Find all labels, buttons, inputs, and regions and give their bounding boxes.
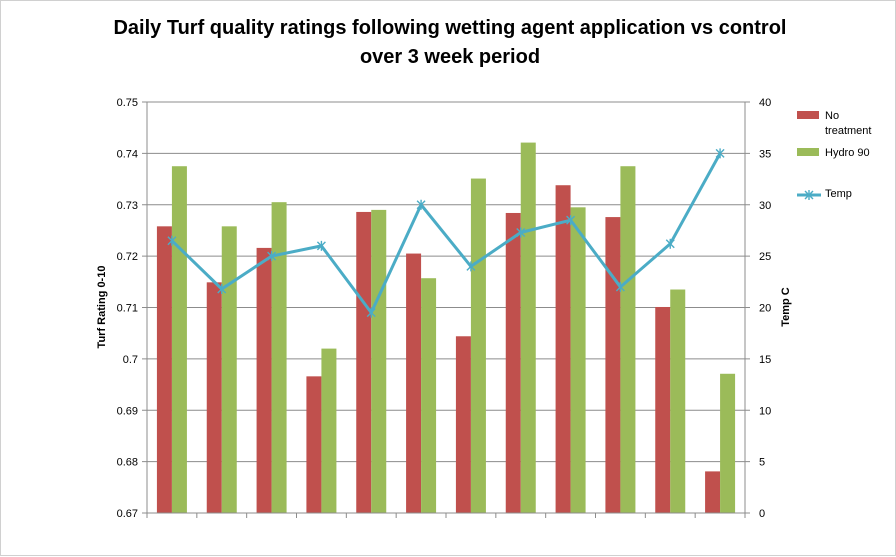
y-axis-tick-label: 0.7 <box>123 354 138 366</box>
bar-hydro-90 <box>620 166 636 513</box>
bar-no-treatment <box>406 253 422 513</box>
bars <box>156 142 736 514</box>
legend-label-temp: Temp <box>825 188 852 200</box>
bar-hydro-90 <box>321 348 337 513</box>
legend-label-no-treatment: No <box>825 110 839 122</box>
y-axis-ticks: 0.67 0.68 0.69 0.7 0.71 0.72 0.73 0.74 0.75 <box>117 97 138 520</box>
temp-line <box>167 148 725 318</box>
bar-hydro-90 <box>371 209 387 513</box>
bar-no-treatment <box>705 471 721 513</box>
y-axis-tick-label: 0.67 <box>117 508 138 520</box>
y2-axis-tick-label: 5 <box>759 457 765 469</box>
legend-label-no-treatment: treatment <box>825 125 871 137</box>
temp-point <box>366 307 376 318</box>
legend-marker-temp <box>804 190 814 200</box>
bar-hydro-90 <box>670 289 686 513</box>
bar-no-treatment <box>156 226 172 513</box>
temp-point <box>566 215 576 226</box>
y2-axis-tick-label: 10 <box>759 405 771 417</box>
bar-no-treatment <box>555 185 571 514</box>
bar-no-treatment <box>206 282 222 513</box>
temp-point <box>665 238 675 249</box>
bar-hydro-90 <box>171 166 187 513</box>
bar-hydro-90 <box>421 278 437 513</box>
y-axis-tick-label: 0.71 <box>117 303 138 315</box>
bar-hydro-90 <box>221 226 237 513</box>
temp-point <box>167 235 177 246</box>
y2-axis-tick-label: 20 <box>759 303 771 315</box>
y-axis-tick-label: 0.69 <box>117 405 138 417</box>
temp-point <box>267 251 277 262</box>
bar-hydro-90 <box>271 202 287 513</box>
y2-axis-tick-label: 30 <box>759 200 771 212</box>
y-axis-tick-label: 0.68 <box>117 457 138 469</box>
bar-hydro-90 <box>720 373 736 513</box>
temp-point <box>466 261 476 272</box>
y-axis-tick-label: 0.74 <box>117 148 138 160</box>
y2-axis-tick-label: 40 <box>759 97 771 109</box>
bar-no-treatment <box>605 217 621 513</box>
temp-point <box>316 240 326 251</box>
y-axis-tick-label: 0.72 <box>117 251 138 263</box>
bar-no-treatment <box>455 336 471 513</box>
temp-point <box>715 148 725 159</box>
bar-no-treatment <box>306 376 322 513</box>
gridlines <box>147 101 745 463</box>
legend: No treatment Hydro 90 Temp <box>797 110 871 200</box>
y2-axis-tick-label: 0 <box>759 508 765 520</box>
legend-label-hydro-90: Hydro 90 <box>825 147 870 159</box>
y-axis-label: Turf Rating 0-10 <box>96 266 108 349</box>
bar-hydro-90 <box>470 178 486 513</box>
legend-swatch-no-treatment <box>797 111 819 119</box>
legend-swatch-hydro-90 <box>797 148 819 156</box>
bar-hydro-90 <box>520 142 536 513</box>
chart-title-line-1: Daily Turf quality ratings following wet… <box>113 17 786 39</box>
axes <box>142 101 750 518</box>
temp-point <box>615 281 625 292</box>
chart-title-line-2: over 3 week period <box>360 46 540 68</box>
y-axis-tick-label: 0.75 <box>117 97 138 109</box>
bar-no-treatment <box>655 306 671 513</box>
temp-line-path <box>170 152 722 315</box>
y2-axis-ticks: 0 5 10 15 20 25 30 35 40 <box>759 97 771 520</box>
bar-hydro-90 <box>570 207 586 513</box>
y-axis-tick-label: 0.73 <box>117 200 138 212</box>
bar-no-treatment <box>505 212 521 513</box>
y2-axis-label: Temp C <box>780 287 792 327</box>
y2-axis-tick-label: 25 <box>759 251 771 263</box>
bar-no-treatment <box>356 211 372 513</box>
temp-point <box>217 284 227 295</box>
y2-axis-tick-label: 35 <box>759 148 771 160</box>
temp-point <box>516 227 526 238</box>
y2-axis-tick-label: 15 <box>759 354 771 366</box>
temp-point <box>416 199 426 210</box>
bar-no-treatment <box>256 247 272 513</box>
